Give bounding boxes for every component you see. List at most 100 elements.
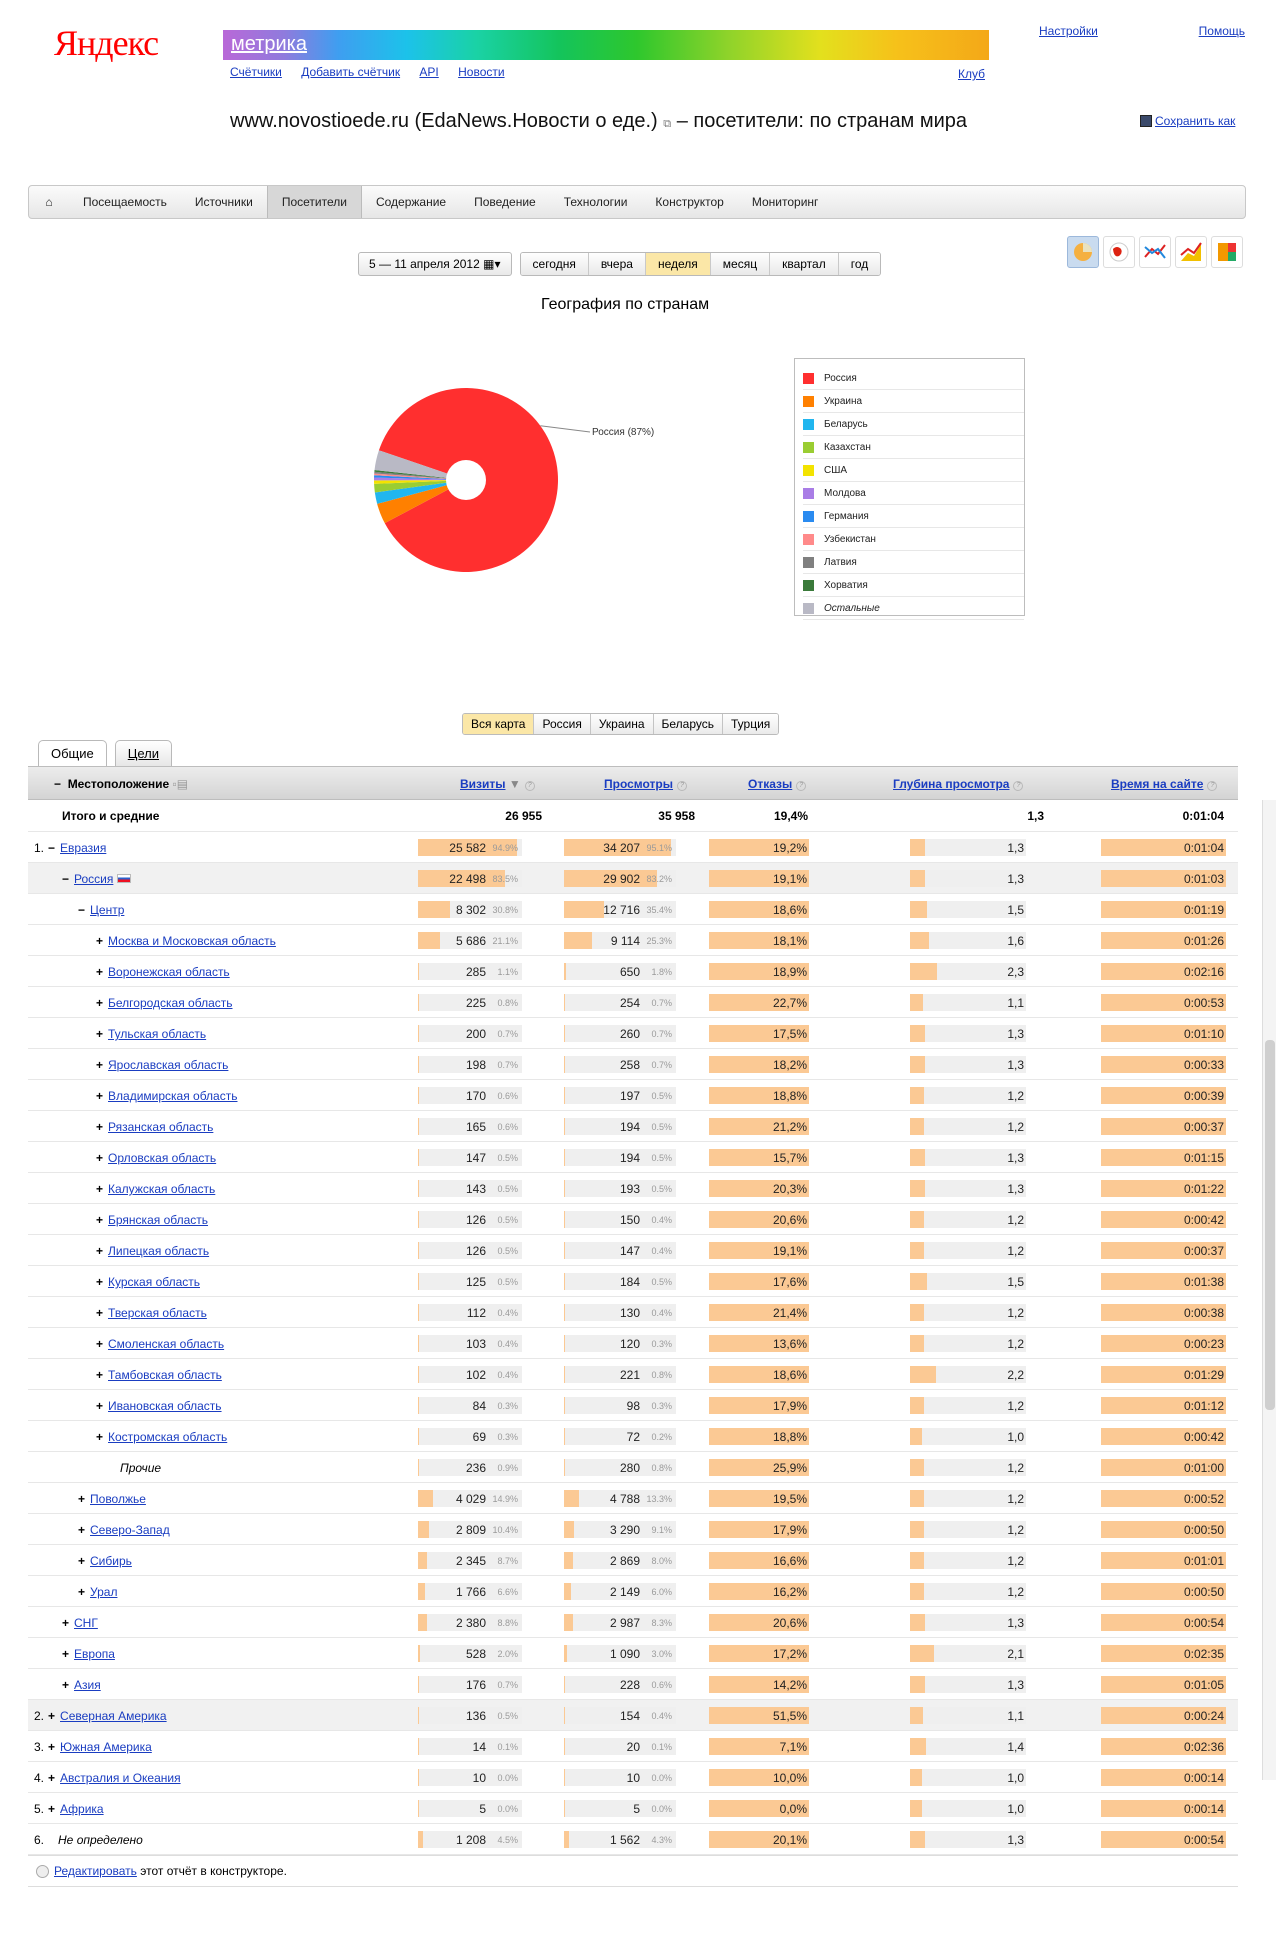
- pie-slice-1[interactable]: [377, 480, 466, 524]
- expand-icon[interactable]: +: [96, 1337, 104, 1351]
- tab-constructor[interactable]: Конструктор: [655, 195, 724, 209]
- pie-slice-10[interactable]: [374, 450, 466, 480]
- expand-icon[interactable]: +: [78, 1554, 86, 1568]
- expand-icon[interactable]: +: [96, 1244, 104, 1258]
- pie-slice-3[interactable]: [374, 480, 466, 493]
- expand-icon[interactable]: +: [62, 1678, 70, 1692]
- period-month[interactable]: месяц: [710, 253, 771, 275]
- counters-link[interactable]: Счётчики: [230, 65, 282, 79]
- location-name[interactable]: Евразия: [60, 841, 107, 855]
- table-row[interactable]: + Курская область 125 0.5% 184 0.5% 17,6% 1,5 0:…: [28, 1266, 1238, 1297]
- location-name[interactable]: Поволжье: [90, 1492, 146, 1506]
- location-name[interactable]: Воронежская область: [108, 965, 230, 979]
- location-name[interactable]: Москва и Московская область: [108, 934, 276, 948]
- tab-sources[interactable]: Источники: [194, 195, 253, 209]
- help-icon[interactable]: ?: [524, 781, 535, 791]
- expand-icon[interactable]: +: [78, 1585, 86, 1599]
- map-tab-turkey[interactable]: Турция: [723, 714, 779, 734]
- help-icon[interactable]: ?: [796, 781, 807, 791]
- location-name[interactable]: Тамбовская область: [108, 1368, 222, 1382]
- expand-icon[interactable]: +: [48, 1771, 56, 1785]
- expand-icon[interactable]: +: [96, 1213, 104, 1227]
- location-name[interactable]: Россия: [74, 872, 114, 886]
- expand-icon[interactable]: +: [62, 1616, 70, 1630]
- collapse-icon[interactable]: −: [78, 903, 86, 917]
- tab-monitoring[interactable]: Мониторинг: [751, 195, 819, 209]
- col-time[interactable]: Время на сайте?: [1111, 777, 1218, 791]
- pie-slice-6[interactable]: [374, 475, 466, 480]
- location-name[interactable]: Африка: [60, 1802, 104, 1816]
- location-name[interactable]: Рязанская область: [108, 1120, 214, 1134]
- tab-technology[interactable]: Технологии: [563, 195, 628, 209]
- table-row[interactable]: + Тульская область 200 0.7% 260 0.7% 17,5% 1,3 0…: [28, 1018, 1238, 1049]
- table-row[interactable]: + Рязанская область 165 0.6% 194 0.5% 21,2% 1,2…: [28, 1111, 1238, 1142]
- treemap-chart-icon[interactable]: [1211, 236, 1243, 268]
- map-tab-russia[interactable]: Россия: [534, 714, 591, 734]
- external-link-icon[interactable]: ⧉: [663, 118, 672, 130]
- table-row[interactable]: + Тамбовская область 102 0.4% 221 0.8% 18,6% 2,…: [28, 1359, 1238, 1390]
- table-row[interactable]: + Азия 176 0.7% 228 0.6% 14,2% 1,3 0:01:05: [28, 1669, 1238, 1700]
- col-views[interactable]: Просмотры?: [604, 777, 688, 791]
- expand-icon[interactable]: +: [96, 1275, 104, 1289]
- table-row[interactable]: + Ивановская область 84 0.3% 98 0.3% 17,9% 1,2 0…: [28, 1390, 1238, 1421]
- save-as-link[interactable]: Сохранить как: [1155, 114, 1236, 128]
- location-name[interactable]: Северная Америка: [60, 1709, 167, 1723]
- period-yesterday[interactable]: вчера: [588, 253, 646, 275]
- table-row[interactable]: + Смоленская область 103 0.4% 120 0.3% 13,6% 1,…: [28, 1328, 1238, 1359]
- expand-icon[interactable]: +: [78, 1492, 86, 1506]
- expand-icon[interactable]: +: [96, 965, 104, 979]
- expand-icon[interactable]: +: [78, 1523, 86, 1537]
- metrika-link[interactable]: метрика: [231, 33, 307, 55]
- col-bounce[interactable]: Отказы?: [748, 777, 807, 791]
- period-quarter[interactable]: квартал: [770, 253, 839, 275]
- scrollbar[interactable]: [1262, 800, 1276, 1780]
- expand-icon[interactable]: +: [96, 1306, 104, 1320]
- location-name[interactable]: Европа: [74, 1647, 115, 1661]
- expand-icon[interactable]: +: [48, 1802, 56, 1816]
- expand-icon[interactable]: +: [96, 996, 104, 1010]
- yandex-logo[interactable]: Яндекс: [54, 23, 159, 63]
- news-link[interactable]: Новости: [458, 65, 505, 79]
- location-name[interactable]: Костромская область: [108, 1430, 228, 1444]
- location-name[interactable]: Урал: [90, 1585, 118, 1599]
- location-name[interactable]: Курская область: [108, 1275, 200, 1289]
- column-settings-icon[interactable]: ▫▤: [172, 777, 189, 791]
- area-chart-icon[interactable]: [1175, 236, 1207, 268]
- tab-traffic[interactable]: Посещаемость: [83, 195, 167, 209]
- location-name[interactable]: Азия: [74, 1678, 101, 1692]
- table-row[interactable]: + Белгородская область 225 0.8% 254 0.7% 22,7%…: [28, 987, 1238, 1018]
- table-row[interactable]: + Костромская область 69 0.3% 72 0.2% 18,8% 1,0…: [28, 1421, 1238, 1452]
- table-row[interactable]: 3. + Южная Америка 14 0.1% 20 0.1% 7,1% 1,4 0:02:…: [28, 1731, 1238, 1762]
- location-name[interactable]: Брянская область: [108, 1213, 209, 1227]
- home-icon[interactable]: ⌂: [45, 195, 53, 209]
- pie-slice-8[interactable]: [374, 471, 466, 480]
- expand-icon[interactable]: +: [96, 1182, 104, 1196]
- location-name[interactable]: Орловская область: [108, 1151, 217, 1165]
- expand-icon[interactable]: +: [96, 1120, 104, 1134]
- expand-icon[interactable]: +: [96, 934, 104, 948]
- location-name[interactable]: Калужская область: [108, 1182, 216, 1196]
- expand-icon[interactable]: +: [48, 1709, 56, 1723]
- location-name[interactable]: Смоленская область: [108, 1337, 225, 1351]
- table-row[interactable]: + Европа 528 2.0% 1 090 3.0% 17,2% 2,1 0:02:35: [28, 1638, 1238, 1669]
- date-range-picker[interactable]: 5 — 11 апреля 2012 ▦▾: [358, 252, 512, 276]
- map-chart-icon[interactable]: [1103, 236, 1135, 268]
- table-row[interactable]: 5. + Африка 5 0.0% 5 0.0% 0,0% 1,0 0:00:14: [28, 1793, 1238, 1824]
- period-week[interactable]: неделя: [645, 253, 711, 275]
- location-name[interactable]: Северо-Запад: [90, 1523, 170, 1537]
- table-row[interactable]: − Россия 22 498 83.5% 29 902 83.2% 19,1% 1,3 0:0…: [28, 863, 1238, 894]
- tab-behavior[interactable]: Поведение: [474, 195, 536, 209]
- location-name[interactable]: Центр: [90, 903, 125, 917]
- help-icon[interactable]: ?: [1207, 781, 1218, 791]
- add-counter-link[interactable]: Добавить счётчик: [301, 65, 401, 79]
- save-as-control[interactable]: Сохранить как: [1140, 114, 1235, 128]
- api-link[interactable]: API: [419, 65, 439, 79]
- table-row[interactable]: + Сибирь 2 345 8.7% 2 869 8.0% 16,6% 1,2 0:01:01: [28, 1545, 1238, 1576]
- help-icon[interactable]: ?: [1013, 781, 1024, 791]
- tab-goals[interactable]: Цели: [114, 740, 173, 766]
- edit-report-link[interactable]: Редактировать: [54, 1864, 137, 1878]
- settings-link[interactable]: Настройки: [1039, 24, 1098, 38]
- location-name[interactable]: Тульская область: [108, 1027, 207, 1041]
- help-icon[interactable]: ?: [677, 781, 688, 791]
- map-tab-ukraine[interactable]: Украина: [590, 714, 654, 734]
